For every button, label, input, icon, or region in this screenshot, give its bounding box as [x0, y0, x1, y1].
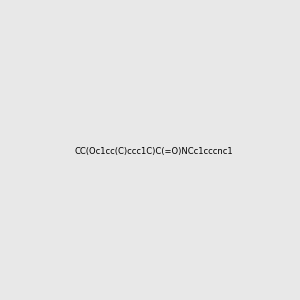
Text: CC(Oc1cc(C)ccc1C)C(=O)NCc1cccnc1: CC(Oc1cc(C)ccc1C)C(=O)NCc1cccnc1 — [74, 147, 233, 156]
